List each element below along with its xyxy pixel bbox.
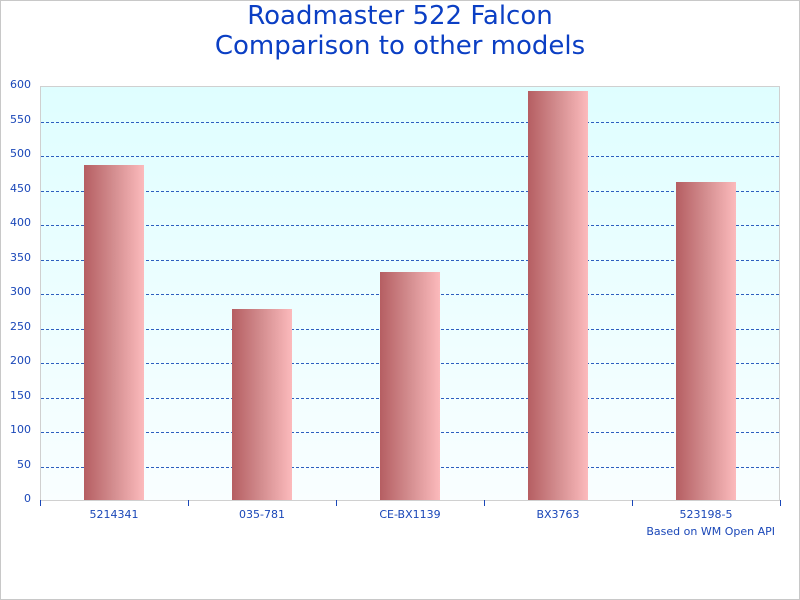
bar-BX3763 bbox=[528, 90, 588, 500]
y-tick-label: 200 bbox=[10, 354, 31, 367]
chart-title-line2: Comparison to other models bbox=[214, 31, 586, 61]
x-tick-label: BX3763 bbox=[536, 508, 580, 521]
y-tick-label: 350 bbox=[10, 250, 31, 264]
bar-035-781 bbox=[232, 308, 292, 500]
gridline bbox=[41, 225, 779, 226]
y-tick-label: 450 bbox=[10, 181, 31, 195]
x-axis-line bbox=[40, 500, 780, 501]
y-tick-label: 150 bbox=[10, 388, 31, 402]
x-tick-label: 035-781 bbox=[239, 508, 285, 521]
gridline bbox=[41, 190, 779, 192]
y-tick-label: 250 bbox=[10, 319, 31, 333]
y-tick-label: 500 bbox=[10, 147, 31, 160]
x-tick-mark bbox=[484, 500, 485, 506]
y-tick-label: 0 bbox=[24, 492, 31, 505]
y-tick-label: 600 bbox=[10, 78, 31, 91]
x-tick-mark bbox=[780, 500, 781, 506]
bar-5214341 bbox=[84, 164, 144, 500]
gridline bbox=[41, 156, 779, 157]
x-tick-label: 5214341 bbox=[89, 508, 139, 521]
y-tick-label: 50 bbox=[17, 457, 31, 471]
credit-annotation: Based on WM Open API bbox=[646, 525, 775, 538]
y-tick-label: 300 bbox=[10, 285, 31, 298]
chart-title: Roadmaster 522 Falcon Comparison to othe… bbox=[0, 1, 800, 61]
gridline bbox=[41, 121, 779, 123]
x-tick-label: 523198-5 bbox=[679, 508, 733, 521]
x-tick-mark bbox=[40, 500, 41, 506]
x-tick-mark bbox=[188, 500, 189, 506]
y-tick-label: 400 bbox=[10, 216, 31, 229]
gridline bbox=[41, 259, 779, 261]
x-tick-mark bbox=[632, 500, 633, 506]
bar-523198-5 bbox=[676, 181, 736, 500]
chart-title-line1: Roadmaster 522 Falcon bbox=[247, 1, 553, 31]
y-tick-label: 550 bbox=[10, 112, 31, 126]
x-tick-label: CE-BX1139 bbox=[379, 508, 441, 521]
bar-CE-BX1139 bbox=[380, 272, 440, 500]
y-tick-label: 100 bbox=[10, 423, 31, 436]
x-tick-mark bbox=[336, 500, 337, 506]
